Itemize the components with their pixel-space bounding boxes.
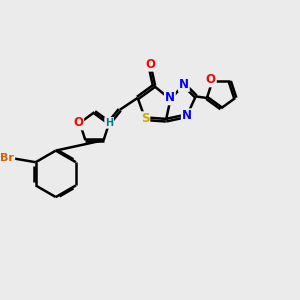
Text: N: N [179, 78, 189, 91]
Text: H: H [105, 118, 113, 128]
Text: N: N [182, 109, 192, 122]
Text: N: N [165, 92, 175, 104]
Text: O: O [146, 58, 155, 71]
Text: Br: Br [0, 153, 14, 163]
Text: S: S [141, 112, 149, 125]
Text: O: O [206, 74, 216, 86]
Text: O: O [73, 116, 83, 129]
